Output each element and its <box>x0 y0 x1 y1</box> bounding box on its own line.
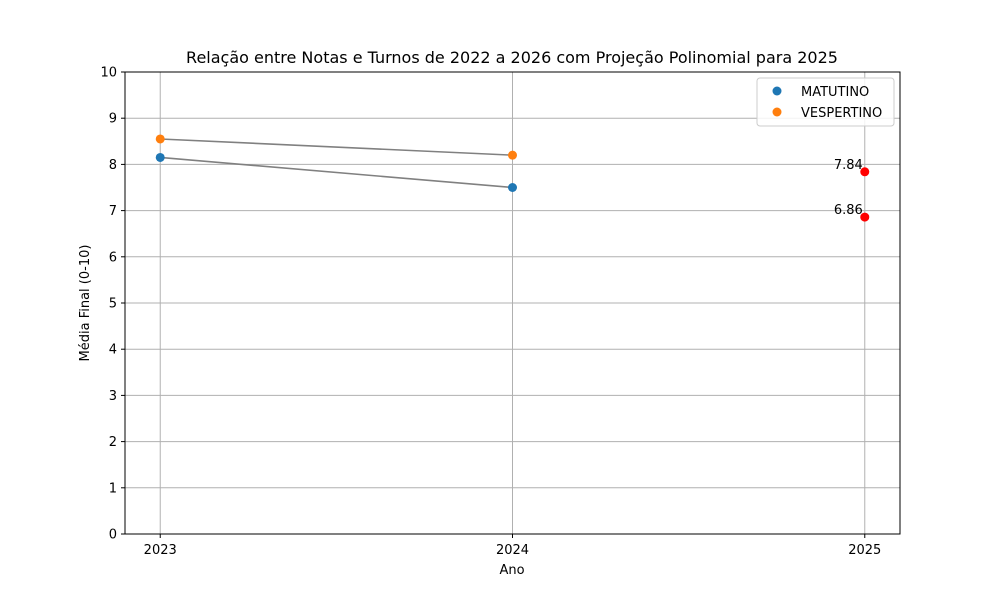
y-tick-label: 9 <box>109 112 117 127</box>
series-line-vespertino <box>160 138 513 156</box>
point-vespertino <box>155 134 165 144</box>
legend: MATUTINO VESPERTINO <box>756 77 895 127</box>
legend-box <box>756 77 895 127</box>
chart-title: Relação entre Notas e Turnos de 2022 a 2… <box>186 48 838 67</box>
y-tick-label: 4 <box>109 343 117 358</box>
series-line-matutino <box>160 156 513 189</box>
legend-label-vespertino: VESPERTINO <box>801 106 882 121</box>
y-tick-label: 10 <box>100 66 117 81</box>
x-tick-label: 2025 <box>848 543 881 558</box>
data-labels-layer: 7.84 6.86 <box>834 158 863 218</box>
x-tick-label: 2023 <box>144 543 177 558</box>
y-tick-label: 0 <box>109 528 117 543</box>
ticks-layer: 0 1 2 3 4 5 6 7 8 9 10 2023 2024 2025 <box>100 66 881 559</box>
y-tick-label: 6 <box>109 250 117 265</box>
x-axis-label: Ano <box>499 563 524 578</box>
y-tick-label: 3 <box>109 389 117 404</box>
projection-point <box>860 167 870 177</box>
y-tick-label: 7 <box>109 204 117 219</box>
point-vespertino <box>508 150 517 160</box>
y-tick-label: 8 <box>109 158 117 173</box>
points-layer <box>155 134 870 222</box>
x-tick-label: 2024 <box>496 543 529 558</box>
legend-label-matutino: MATUTINO <box>801 85 869 100</box>
y-tick-label: 5 <box>109 297 117 312</box>
projection-label: 6.86 <box>834 203 863 218</box>
y-tick-label: 1 <box>109 481 117 496</box>
connector-layer <box>160 138 513 189</box>
grid-layer <box>125 71 900 535</box>
projection-point <box>860 212 870 222</box>
point-matutino <box>508 183 517 192</box>
point-matutino <box>155 152 165 162</box>
y-axis-label: Média Final (0-10) <box>78 245 93 362</box>
y-tick-label: 2 <box>109 435 117 450</box>
legend-marker-matutino <box>772 86 782 96</box>
projection-label: 7.84 <box>834 158 863 173</box>
legend-marker-vespertino <box>772 107 782 117</box>
